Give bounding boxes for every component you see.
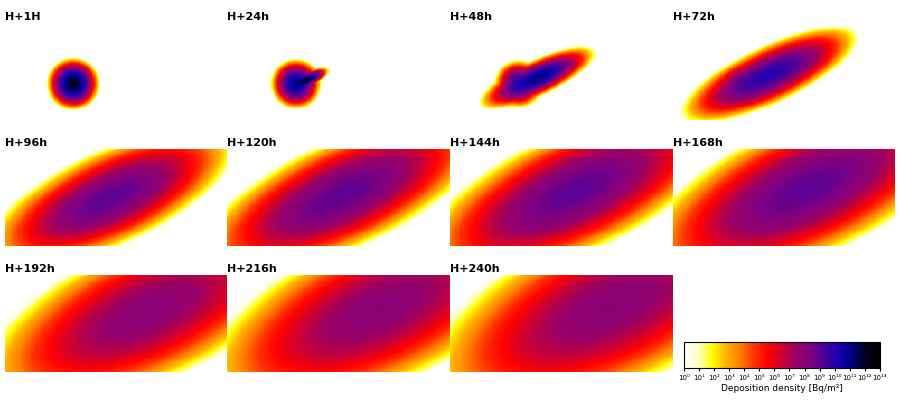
- Text: H+144h: H+144h: [450, 138, 500, 148]
- Text: H+120h: H+120h: [227, 138, 277, 148]
- Text: H+240h: H+240h: [450, 264, 500, 274]
- Text: H+192h: H+192h: [4, 264, 54, 274]
- Text: H+168h: H+168h: [673, 138, 723, 148]
- Text: H+216h: H+216h: [227, 264, 277, 274]
- X-axis label: Deposition density [Bq/m²]: Deposition density [Bq/m²]: [721, 384, 842, 393]
- Text: H+1H: H+1H: [4, 12, 40, 22]
- Text: H+48h: H+48h: [450, 12, 492, 22]
- Text: H+24h: H+24h: [227, 12, 269, 22]
- Text: H+72h: H+72h: [673, 12, 715, 22]
- Text: H+96h: H+96h: [4, 138, 47, 148]
